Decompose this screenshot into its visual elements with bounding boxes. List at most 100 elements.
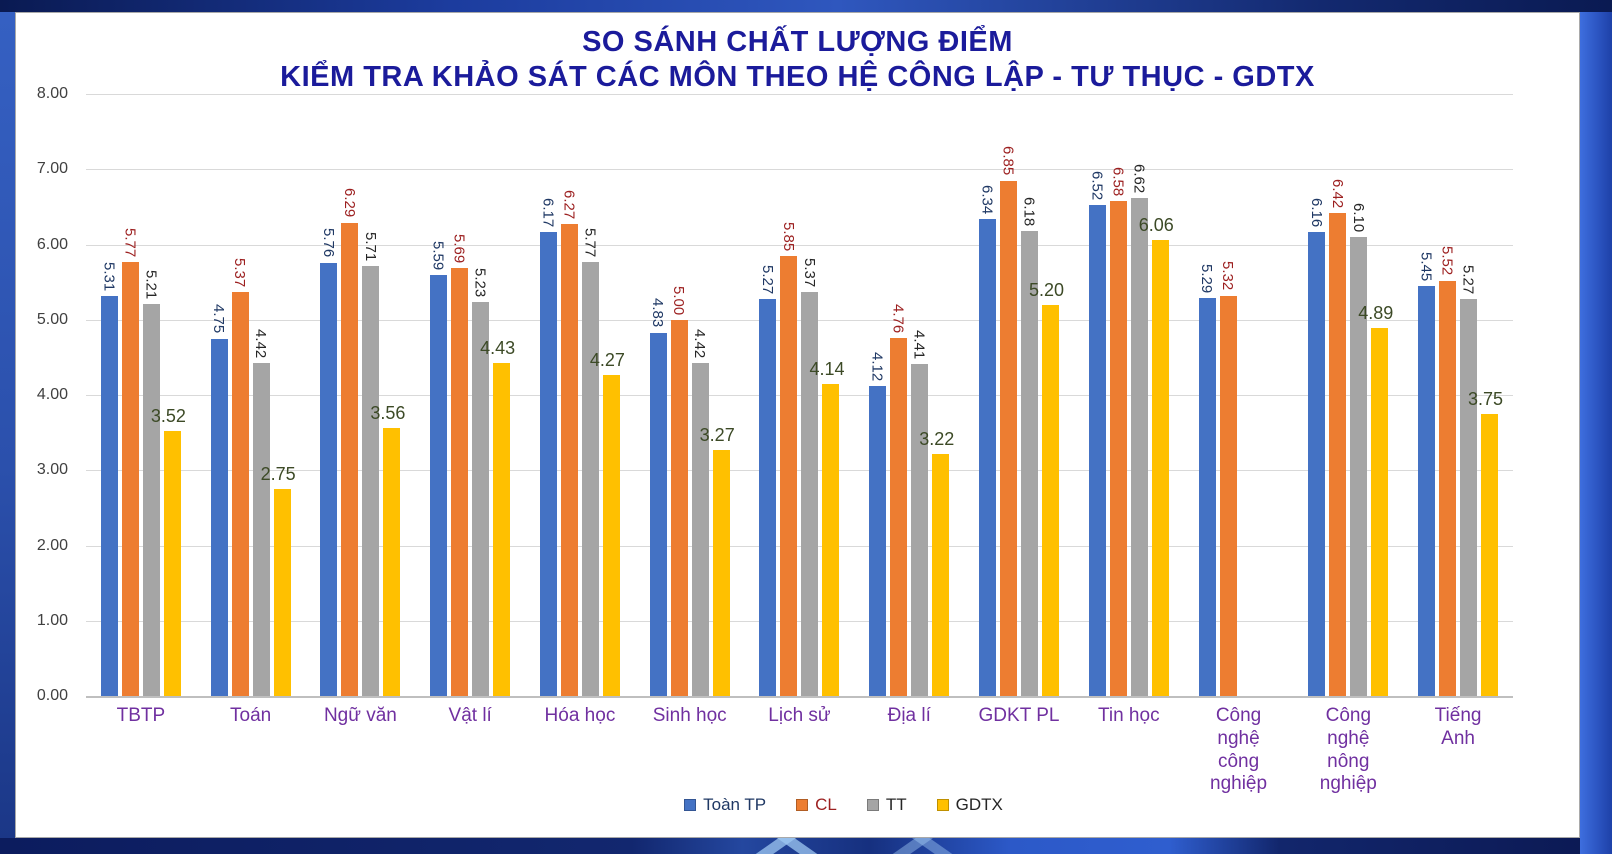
bar-slot: 6.34 6.85 6.18 5.20 (978, 94, 1064, 696)
bar-value-label: 5.76 (319, 228, 337, 258)
gridline (86, 319, 1513, 321)
bar-value-label: 4.42 (691, 329, 709, 359)
bar (560, 224, 578, 696)
bar-value-label: 5.00 (670, 285, 688, 315)
x-axis-label: Tin học (1097, 705, 1160, 726)
bar (1042, 304, 1059, 696)
bar (869, 385, 887, 696)
bar-value-label: 6.06 (1138, 215, 1174, 235)
bar (1371, 328, 1389, 696)
bar (1439, 280, 1457, 696)
bar-slot: 5.45 5.52 5.27 3.75 (1418, 94, 1503, 696)
legend-swatch-icon (796, 799, 809, 811)
bar-value-label: 5.20 (1028, 279, 1065, 300)
y-axis-tick: 2.00 (36, 536, 68, 554)
bar (1308, 232, 1326, 696)
bar-value-label: 6.58 (1109, 166, 1127, 196)
bar-value-label: 5.59 (429, 241, 447, 271)
chart-title: SO SÁNH CHẤT LƯỢNG ĐIỂM KIỂM TRA KHẢO SÁ… (16, 25, 1579, 96)
category-group: 6.52 6.58 6.62 6.06 (1074, 94, 1184, 696)
bar-value-label: 5.27 (1459, 265, 1477, 295)
bar (1198, 297, 1216, 696)
category-group: 6.17 6.27 5.77 4.27 (525, 94, 635, 696)
bar (780, 255, 798, 696)
bar-value-label: 4.41 (910, 329, 928, 360)
y-axis-tick: 1.00 (36, 611, 68, 629)
bar (1460, 299, 1478, 696)
chart-panel: SO SÁNH CHẤT LƯỢNG ĐIỂM KIỂM TRA KHẢO SÁ… (15, 12, 1580, 838)
legend-label: Toàn TP (703, 795, 767, 814)
legend-item: CL (796, 795, 837, 815)
legend-item: GDTX (936, 795, 1003, 815)
gridline (86, 395, 1513, 396)
legend-label: CL (815, 795, 837, 814)
bar (1088, 205, 1106, 696)
bar-value-label: 6.85 (999, 146, 1017, 176)
x-axis-label: Toán (230, 705, 272, 726)
bar (1000, 180, 1017, 696)
category-group: 4.12 4.76 4.41 3.22 (854, 94, 964, 696)
bar-value-label: 4.12 (868, 351, 886, 381)
bar (712, 449, 730, 696)
bar-value-label: 4.14 (809, 359, 845, 380)
x-axis-label: GDKT PL (978, 705, 1060, 726)
bar (451, 267, 469, 696)
x-axis-label: Công nghệ nông nghiệp (1319, 705, 1377, 795)
bar-value-label: 4.76 (889, 303, 907, 333)
category-group: 5.59 5.69 5.23 4.43 (415, 94, 525, 696)
bar (430, 275, 448, 696)
category-group: 5.45 5.52 5.27 3.75 (1403, 94, 1513, 696)
legend-label: GDTX (955, 795, 1003, 814)
bar (911, 364, 929, 696)
bar (231, 291, 249, 696)
bar (163, 431, 181, 696)
category-group: 6.34 6.85 6.18 5.20 (964, 94, 1074, 696)
bar (1350, 236, 1368, 696)
category-group: 6.16 6.42 6.10 4.89 (1293, 94, 1403, 696)
bar (121, 261, 139, 696)
y-axis: 8.00 7.00 6.00 5.00 4.00 3.00 2.00 1.00 0.00 (16, 85, 74, 704)
bar-slot: 5.76 6.29 5.71 3.56 (319, 94, 405, 696)
bar-value-label: 5.85 (779, 221, 797, 251)
bar (602, 374, 620, 696)
gridline (86, 94, 1513, 95)
bar-value-label: 3.56 (370, 403, 406, 424)
bar (801, 291, 819, 696)
bar (383, 428, 401, 696)
bar-value-label: 5.69 (450, 233, 468, 263)
top-border-decoration (0, 0, 1612, 12)
gridline (86, 169, 1513, 171)
y-axis-tick: 6.00 (36, 235, 68, 253)
bar-slot: 6.17 6.27 5.77 4.27 (539, 94, 625, 696)
bar-value-label: 6.34 (978, 184, 996, 214)
x-axis-label: Hóa học (544, 705, 616, 726)
bar-value-label: 6.29 (340, 188, 358, 218)
gridline (86, 244, 1513, 246)
x-axis-label: Công nghệ công nghiệp (1210, 705, 1268, 795)
x-axis-label: Sinh học (652, 705, 727, 726)
bar (142, 303, 160, 696)
bar (273, 489, 291, 696)
left-border-decoration (0, 12, 15, 838)
right-border-decoration (1580, 12, 1612, 854)
legend-swatch-icon (936, 799, 949, 811)
bar-value-label: 6.18 (1020, 196, 1038, 226)
bar-slot: 6.16 6.42 6.10 4.89 (1308, 94, 1393, 696)
y-axis-tick: 8.00 (36, 85, 68, 102)
bar-value-label: 2.75 (260, 464, 296, 485)
x-axis-label: TBTP (116, 705, 166, 726)
gridline (86, 545, 1513, 547)
bar-slot: 4.12 4.76 4.41 3.22 (868, 94, 954, 696)
bar-value-label: 6.62 (1130, 163, 1148, 193)
x-axis-label: Địa lí (887, 705, 931, 726)
bottom-border-decoration (0, 838, 1580, 854)
bar (362, 266, 380, 696)
bar (341, 222, 359, 696)
bar-value-label: 5.27 (758, 265, 776, 295)
bar-slot: 5.27 5.85 5.37 4.14 (758, 94, 844, 696)
category-group: 4.75 5.37 4.42 2.75 (196, 94, 306, 696)
bar (1130, 197, 1148, 696)
bar (539, 231, 557, 696)
bar (822, 384, 840, 696)
